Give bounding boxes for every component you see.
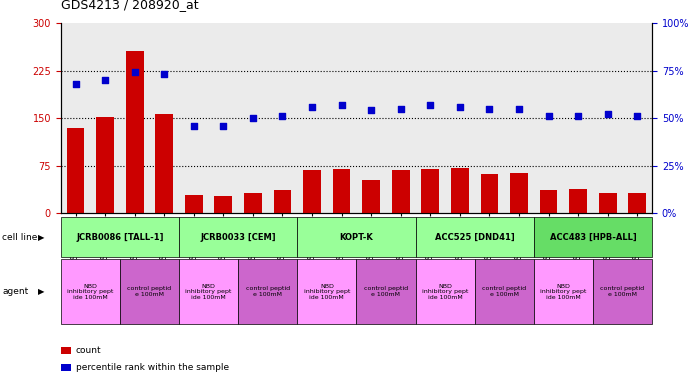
- Bar: [244, 193, 262, 213]
- Bar: [215, 196, 233, 213]
- Text: control peptid
e 100mM: control peptid e 100mM: [246, 286, 290, 297]
- Bar: [155, 114, 173, 213]
- Point: [632, 113, 643, 119]
- Text: cell line: cell line: [2, 233, 37, 242]
- Point: [425, 102, 436, 108]
- Point: [218, 122, 229, 129]
- Text: control peptid
e 100mM: control peptid e 100mM: [600, 286, 644, 297]
- Bar: [480, 174, 498, 213]
- Point: [543, 113, 554, 119]
- Bar: [392, 170, 410, 213]
- Bar: [629, 193, 646, 213]
- Point: [573, 113, 584, 119]
- Bar: [274, 190, 291, 213]
- Point: [159, 71, 170, 78]
- Text: NBD
inhibitory pept
ide 100mM: NBD inhibitory pept ide 100mM: [540, 283, 586, 300]
- Text: JCRB0033 [CEM]: JCRB0033 [CEM]: [200, 233, 276, 242]
- Text: GDS4213 / 208920_at: GDS4213 / 208920_at: [61, 0, 198, 12]
- Point: [513, 106, 524, 112]
- Text: ACC525 [DND41]: ACC525 [DND41]: [435, 233, 515, 242]
- Point: [99, 77, 110, 83]
- Point: [277, 113, 288, 119]
- Bar: [510, 173, 528, 213]
- Point: [188, 122, 199, 129]
- Point: [395, 106, 406, 112]
- Text: NBD
inhibitory pept
ide 100mM: NBD inhibitory pept ide 100mM: [422, 283, 469, 300]
- Point: [454, 104, 465, 110]
- Text: NBD
inhibitory pept
ide 100mM: NBD inhibitory pept ide 100mM: [186, 283, 232, 300]
- Bar: [333, 169, 351, 213]
- Bar: [569, 189, 587, 213]
- Bar: [96, 117, 114, 213]
- Bar: [422, 169, 439, 213]
- Bar: [303, 170, 321, 213]
- Text: count: count: [76, 346, 101, 355]
- Bar: [540, 190, 558, 213]
- Text: NBD
inhibitory pept
ide 100mM: NBD inhibitory pept ide 100mM: [304, 283, 350, 300]
- Bar: [67, 127, 84, 213]
- Bar: [362, 180, 380, 213]
- Text: KOPT-K: KOPT-K: [339, 233, 373, 242]
- Point: [602, 111, 613, 118]
- Point: [306, 104, 317, 110]
- Point: [129, 70, 140, 76]
- Text: ▶: ▶: [38, 233, 44, 242]
- Text: JCRB0086 [TALL-1]: JCRB0086 [TALL-1]: [76, 233, 164, 242]
- Point: [336, 102, 347, 108]
- Text: control peptid
e 100mM: control peptid e 100mM: [482, 286, 526, 297]
- Text: percentile rank within the sample: percentile rank within the sample: [76, 363, 229, 372]
- Point: [366, 108, 377, 114]
- Bar: [185, 195, 203, 213]
- Text: ACC483 [HPB-ALL]: ACC483 [HPB-ALL]: [549, 233, 636, 242]
- Bar: [599, 193, 617, 213]
- Point: [70, 81, 81, 87]
- Text: ▶: ▶: [38, 287, 44, 296]
- Text: control peptid
e 100mM: control peptid e 100mM: [364, 286, 408, 297]
- Text: agent: agent: [2, 287, 28, 296]
- Bar: [126, 51, 144, 213]
- Point: [484, 106, 495, 112]
- Bar: [451, 167, 469, 213]
- Text: NBD
inhibitory pept
ide 100mM: NBD inhibitory pept ide 100mM: [67, 283, 113, 300]
- Text: control peptid
e 100mM: control peptid e 100mM: [128, 286, 172, 297]
- Point: [248, 115, 259, 121]
